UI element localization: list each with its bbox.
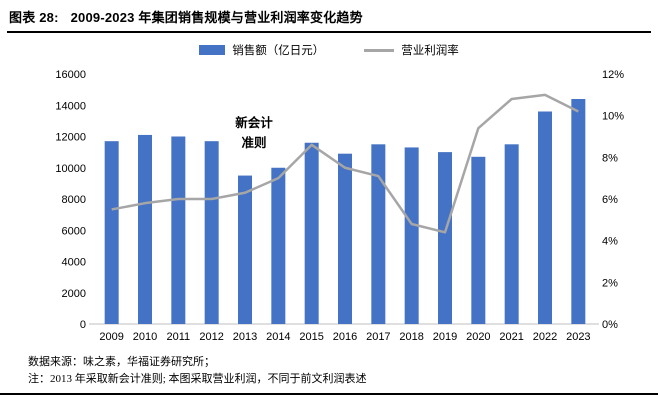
x-axis-label: 2009 [99,331,123,343]
x-axis-label: 2018 [399,331,423,343]
right-axis-tick: 4% [602,236,618,248]
sales-bar-2019 [438,152,452,324]
legend-label-sales: 销售额（亿日元） [232,45,325,57]
left-axis-tick: 12000 [55,132,86,144]
legend-swatch-margin [364,48,395,52]
sales-bar-2017 [371,144,386,324]
figure-title: 2009-2023 年集团销售规模与营业利润率变化趋势 [70,10,363,25]
right-axis-tick: 0% [602,319,618,331]
x-axis-label: 2020 [466,331,490,343]
right-axis-tick: 12% [602,69,624,81]
x-axis-label: 2012 [199,331,223,343]
left-axis-tick: 16000 [55,69,86,81]
sales-bar-2011 [171,136,186,324]
chart-svg: 0 2000 4000 6000 8000 10000 12000 14000 16000 0% 2… [55,69,624,343]
right-axis-tick: 2% [602,277,618,289]
sales-bar-2014 [271,167,286,324]
x-axis-label: 2019 [433,331,457,343]
sales-bar-2016 [338,153,352,324]
sales-bar-2013 [238,175,252,324]
footer-source: 数据来源：味之素，华福证券研究所； [28,356,215,368]
bottom-rule [0,393,658,395]
x-axis-label: 2013 [233,331,257,343]
x-axis-label: 2010 [133,331,157,343]
sales-bar-2010 [138,134,152,324]
x-axis-label: 2011 [167,331,191,343]
right-axis-tick: 10% [602,111,624,123]
left-axis-tick: 6000 [62,225,86,237]
sales-bar-2021 [504,144,519,324]
figure-header: 图表 28: 2009-2023 年集团销售规模与营业利润率变化趋势 [7,0,651,33]
footer-note: 注：2013 年采取新会计准则; 本图采取营业利润，不同于前文利润表述 [28,373,367,386]
x-axis-label: 2015 [299,331,323,343]
x-axis-label: 2016 [333,331,357,343]
x-axis-label: 2023 [566,331,590,343]
sales-bar-2015 [304,142,319,324]
x-axis-label: 2014 [266,331,290,343]
x-axis-label: 2022 [533,331,557,343]
left-axis-tick: 10000 [55,163,86,175]
left-axis-tick: 2000 [62,288,86,300]
sales-bar-2009 [104,141,119,324]
figure-number: 图表 28: [9,10,59,25]
chart-legend: 销售额（亿日元） 营业利润率 [0,42,658,58]
right-axis-tick: 6% [602,194,618,206]
right-axis-tick: 8% [602,152,618,164]
left-axis-tick: 14000 [55,100,86,112]
left-axis-tick: 0 [80,319,86,331]
figure-footer: 数据来源：味之素，华福证券研究所； 注：2013 年采取新会计准则; 本图采取营… [28,354,658,388]
sales-bar-2023 [571,99,586,324]
legend-label-margin: 营业利润率 [401,45,459,57]
sales-bar-2020 [471,156,486,324]
x-axis-label: 2021 [499,331,523,343]
legend-swatch-sales [199,45,226,55]
legend-item-margin: 营业利润率 [364,42,459,58]
sales-bar-2012 [204,141,219,324]
profit-margin-line [111,93,579,234]
left-axis-tick: 8000 [62,194,86,206]
legend-item-sales: 销售额（亿日元） [199,42,324,58]
sales-bar-2018 [404,147,419,324]
sales-bar-2022 [538,111,552,324]
left-axis-tick: 4000 [62,257,86,269]
chart-annotation: 新会计 准则 [235,116,273,150]
x-axis-label: 2017 [366,331,390,343]
